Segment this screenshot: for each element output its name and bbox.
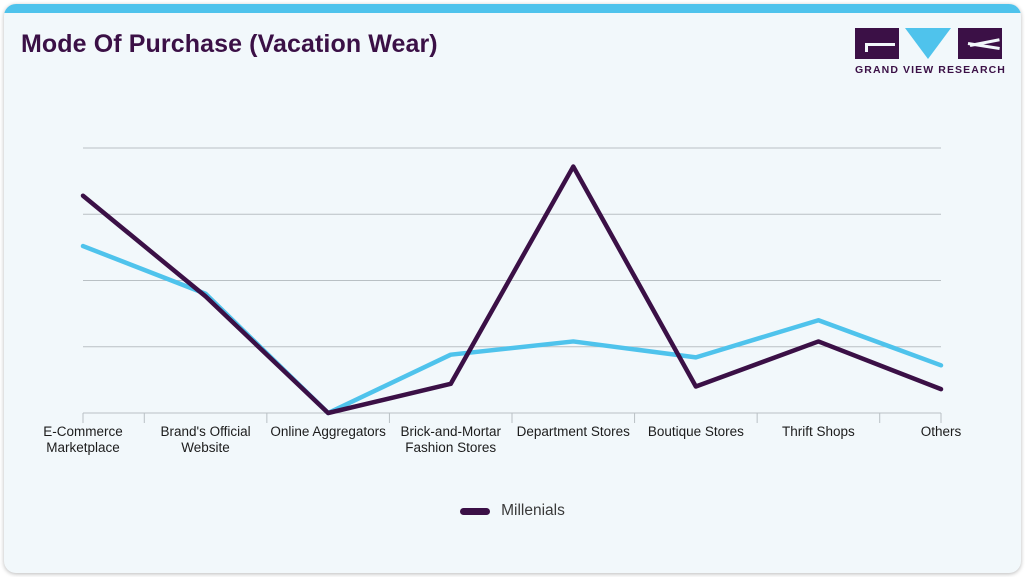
logo-marks (855, 28, 1002, 59)
logo-wordmark: GRAND VIEW RESEARCH (855, 64, 1006, 76)
chart-gridlines (83, 147, 941, 414)
chart-svg (80, 147, 944, 423)
chart-axis (82, 413, 942, 423)
chart-card: Mode Of Purchase (Vacation Wear) GRAND V… (4, 4, 1021, 573)
grand-view-research-logo: GRAND VIEW RESEARCH (855, 28, 1006, 78)
top-accent-bar (4, 4, 1021, 13)
logo-v-triangle-icon (905, 28, 951, 59)
chart-line-millenials (80, 164, 944, 416)
logo-g-bar (865, 43, 895, 46)
chart-plot-area: E-Commerce Marketplace Brand's Official W… (4, 4, 1021, 573)
chart-legend: Millenials (4, 502, 1021, 520)
legend-label: Millenials (501, 502, 565, 519)
page-title: Mode Of Purchase (Vacation Wear) (21, 30, 438, 58)
logo-g-stub (865, 43, 868, 52)
chart-series-group (80, 164, 944, 416)
legend-swatch-icon (460, 507, 491, 515)
logo-r-block-icon (958, 28, 1002, 59)
logo-g-block-icon (855, 28, 899, 59)
legend-item[interactable]: Millenials (460, 502, 565, 520)
